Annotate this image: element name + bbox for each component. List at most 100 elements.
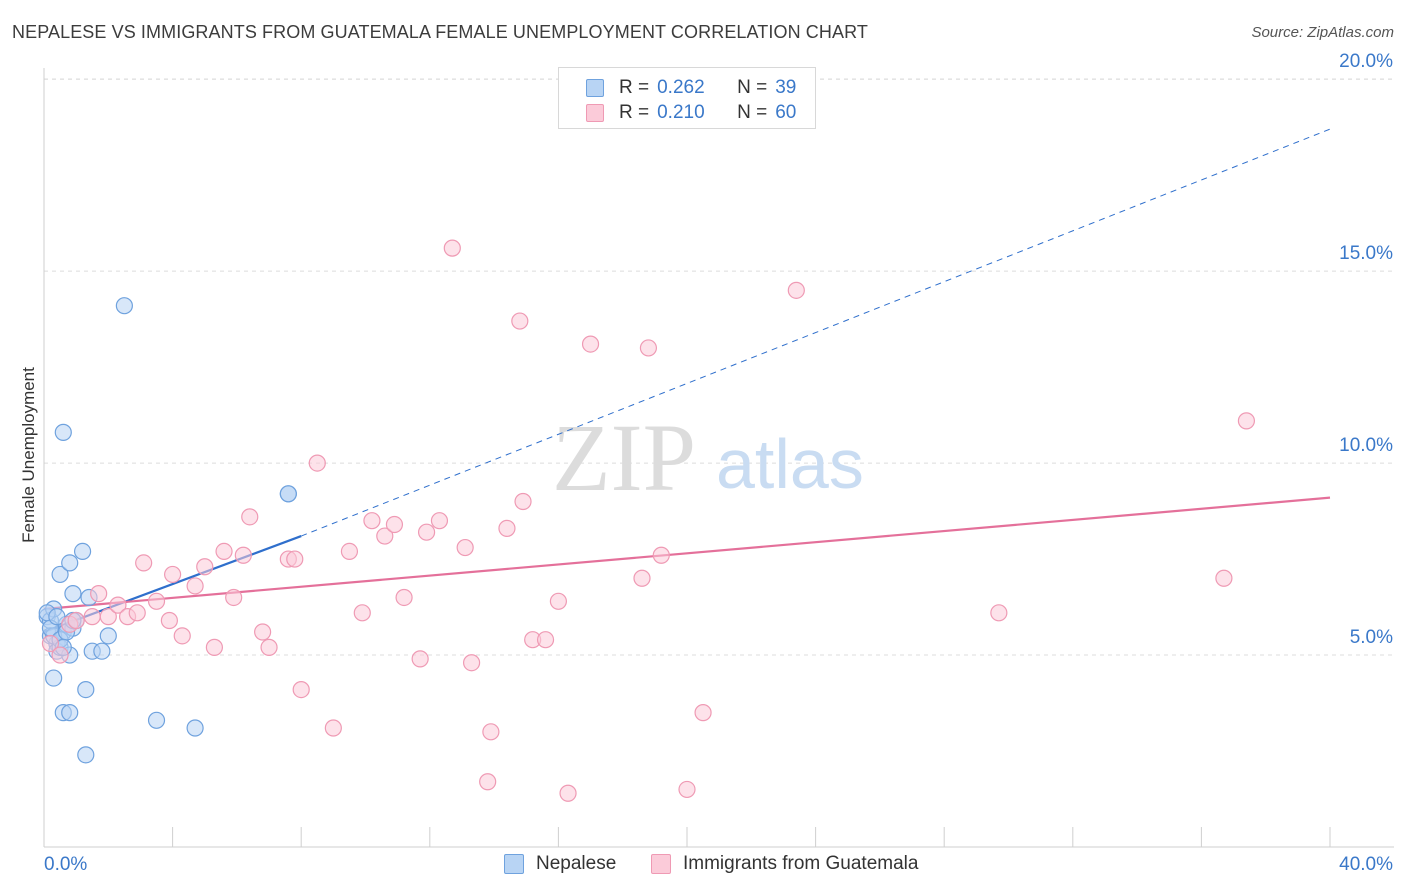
bottom-legend-guatemala: Immigrants from Guatemala: [651, 852, 918, 876]
watermark-zip: ZIP: [552, 404, 696, 511]
axes: [43, 68, 1394, 848]
legend-r-label: R =: [619, 77, 650, 98]
gridlines: [44, 78, 1394, 656]
guatemala-point: [83, 608, 101, 626]
y-tick-label: 10.0%: [1339, 435, 1393, 456]
guatemala-point: [41, 634, 60, 653]
legend-r-value: 0.210: [657, 102, 705, 123]
guatemala-point: [324, 719, 342, 737]
guatemala-point: [234, 546, 252, 564]
guatemala-point: [353, 604, 371, 622]
guatemala-point: [694, 704, 712, 722]
legend-swatch-nepalese: [586, 79, 604, 97]
legend-r-label: R =: [619, 102, 650, 123]
nepalese-point: [61, 704, 79, 722]
y-axis-label: Female Unemployment: [19, 367, 38, 543]
guatemala-point: [196, 558, 214, 576]
legend-n-value: 60: [775, 102, 797, 123]
bottom-legend-label-nepalese: Nepalese: [536, 853, 617, 874]
guatemala-point: [482, 723, 500, 741]
nepalese-point: [77, 680, 95, 699]
guatemala-point: [411, 650, 429, 668]
guatemala-point: [308, 454, 326, 472]
bottom-legend-label-guatemala: Immigrants from Guatemala: [683, 853, 919, 874]
guatemala-point: [1237, 412, 1256, 430]
guatemala-point: [173, 627, 191, 645]
guatemala-point: [443, 239, 461, 257]
guatemala-trend-line: [43, 496, 1331, 611]
guatemala-point: [225, 588, 243, 607]
nepalese-point: [147, 711, 166, 729]
nepalese-point: [61, 554, 79, 572]
guatemala-point: [215, 542, 233, 560]
nepalese-point: [77, 746, 95, 764]
guatemala-point: [376, 527, 394, 545]
guatemala-point: [514, 492, 532, 511]
guatemala-point: [186, 577, 204, 595]
nepalese-point: [93, 642, 111, 660]
legend-n-label: N =: [737, 102, 768, 123]
guatemala-point: [787, 281, 805, 299]
bottom-legend-swatch-guatemala: [651, 854, 671, 874]
guatemala-point: [51, 646, 69, 664]
x-tick-label: 40.0%: [1339, 854, 1393, 875]
nepalese-point: [64, 585, 82, 603]
guatemala-point: [160, 611, 178, 630]
legend-r-value: 0.262: [657, 77, 705, 98]
guatemala-point: [456, 538, 474, 557]
nepalese-point: [51, 565, 69, 584]
chart-source: Source: ZipAtlas.com: [1251, 24, 1394, 41]
guatemala-point: [559, 784, 577, 802]
nepalese-point: [48, 608, 66, 626]
guatemala-point: [205, 638, 223, 656]
y-tick-label: 15.0%: [1339, 243, 1393, 264]
nepalese-trend-extension: [301, 128, 1331, 537]
guatemala-point: [67, 611, 85, 630]
tick-labels: 5.0% 10.0% 15.0% 20.0% 0.0% 40.0%: [44, 51, 1393, 875]
guatemala-point: [430, 512, 449, 530]
guatemala-point: [99, 608, 117, 626]
guatemala-point: [581, 335, 600, 353]
data-points: [38, 239, 1256, 802]
guatemala-point: [652, 546, 670, 564]
guatemala-point: [549, 592, 568, 610]
guatemala-point: [286, 550, 304, 568]
guatemala-point: [536, 631, 555, 649]
nepalese-point: [45, 669, 63, 687]
nepalese-point: [115, 297, 133, 315]
y-tick-label: 5.0%: [1350, 627, 1393, 648]
guatemala-point: [498, 519, 516, 537]
watermark: ZIP atlas: [552, 404, 864, 511]
guatemala-point: [363, 512, 381, 530]
guatemala-point: [292, 680, 310, 699]
guatemala-point: [417, 523, 436, 541]
nepalese-point: [99, 627, 117, 645]
guatemala-point: [135, 554, 153, 572]
nepalese-point: [54, 423, 72, 441]
nepalese-point: [279, 485, 297, 503]
guatemala-point: [633, 569, 651, 587]
guatemala-point: [385, 515, 404, 534]
guatemala-point: [147, 592, 166, 610]
chart-title: NEPALESE VS IMMIGRANTS FROM GUATEMALA FE…: [12, 22, 868, 42]
guatemala-point: [639, 339, 658, 357]
bottom-legend-nepalese: Nepalese: [504, 852, 616, 876]
y-tick-label: 20.0%: [1339, 51, 1393, 72]
x-tick-label: 0.0%: [44, 854, 87, 875]
guatemala-point: [241, 508, 259, 526]
guatemala-point: [164, 565, 182, 584]
guatemala-point: [260, 638, 278, 656]
nepalese-point: [73, 542, 92, 560]
nepalese-point: [186, 719, 204, 737]
bottom-legend-swatch-nepalese: [504, 854, 524, 874]
guatemala-point: [128, 604, 146, 622]
guatemala-point: [462, 654, 481, 672]
guatemala-point: [1215, 569, 1233, 587]
guatemala-point: [340, 542, 359, 560]
guatemala-point: [479, 773, 497, 791]
guatemala-point: [254, 623, 272, 641]
guatemala-point: [109, 596, 127, 614]
guatemala-point: [678, 780, 696, 799]
legend-swatch-guatemala: [586, 104, 604, 122]
